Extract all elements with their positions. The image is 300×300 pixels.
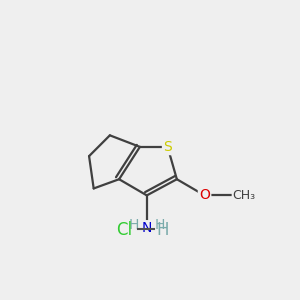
Text: CH₃: CH₃ — [232, 189, 255, 202]
Text: S: S — [163, 140, 172, 154]
Text: H: H — [157, 221, 169, 239]
Text: H: H — [129, 218, 139, 233]
Text: O: O — [199, 188, 210, 203]
Text: N: N — [142, 221, 152, 235]
Text: Cl: Cl — [116, 221, 132, 239]
Text: H: H — [154, 218, 165, 233]
